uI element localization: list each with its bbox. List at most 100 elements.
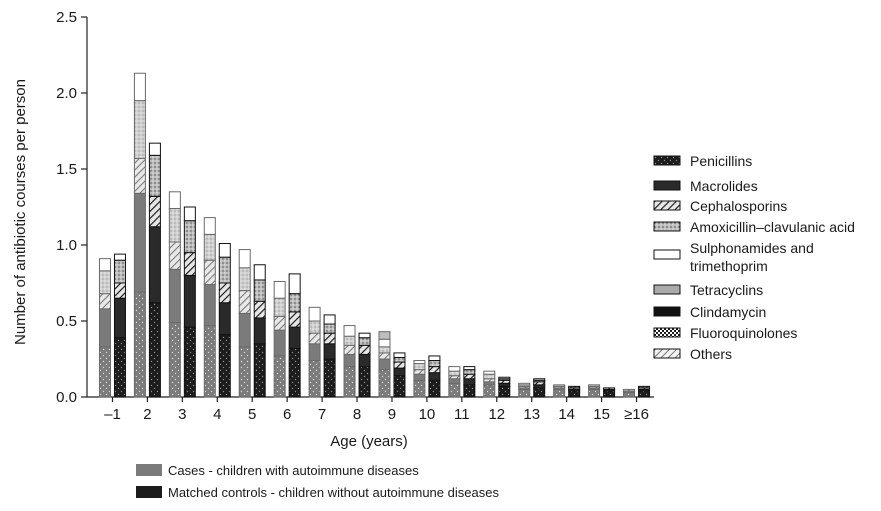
controls-bar-segment [428,366,441,374]
legend-label: Sulphonamides and trimethoprim [690,240,814,274]
cases-bar-segment [273,297,286,317]
controls-bar-segment [323,358,336,398]
cases-bar-segment [483,384,496,398]
controls-bar-segment [498,385,511,398]
cases-bar-segment [238,267,251,292]
cases-bar-segment [483,370,496,375]
cases-bar-segment [518,388,531,398]
cases-bar-segment [133,157,146,194]
cases-bar-segment [483,373,496,380]
controls-bar-segment [568,390,581,398]
y-tick-label: 0.5 [56,313,77,330]
controls-bar-segment [113,297,126,339]
controls-bar-segment [603,390,616,398]
cases-bar-segment [203,217,216,235]
cases-bar-segment [378,369,391,398]
cases-bar-segment [413,373,426,381]
legend-swatch [653,327,681,338]
cases-bar-segment [133,291,146,398]
controls-bar-segment [148,154,161,197]
controls-bar-segment [428,355,441,362]
x-tick-label: 3 [178,406,186,423]
controls-bar-segment [358,344,371,355]
cases-bar-segment [553,388,566,398]
controls-bar-segment [183,206,196,222]
controls-bar-segment [393,367,406,377]
controls-bar-segment [428,372,441,381]
x-tick-label: 12 [488,406,505,423]
controls-bar-segment [113,282,126,299]
controls-bar-segment [393,356,406,363]
cases-bar-segment [273,315,286,331]
controls-bar-segment [218,242,231,258]
controls-bar-segment [148,195,161,228]
cases-bar-segment [98,346,111,398]
controls-bar-segment [253,264,266,281]
controls-bar-segment [183,326,196,398]
legend-swatch [653,200,681,211]
controls-bar-segment [463,378,476,386]
y-tick-label: 1.0 [56,237,77,254]
x-tick-label: 6 [283,406,291,423]
x-tick-label: 11 [454,406,470,423]
group-legend-label: Matched controls - children without auto… [168,485,499,500]
controls-bar-segment [218,302,231,336]
cases-bar-segment [308,343,321,362]
controls-bar-segment [463,384,476,398]
axes: 0.0 0.5 1.0 1.5 2.0 2.5 –1 2 3 4 5 6 7 8 9 10 11 12 13 14 15… [56,9,654,423]
legend-swatch [653,306,681,317]
cases-bar-segment [98,258,111,272]
bars [98,72,651,398]
controls-bar-segment [183,220,196,254]
controls-bar-segment [288,273,301,295]
controls-bar-segment [253,279,266,302]
controls-bar-segment [428,379,441,398]
cases-bar-segment [623,391,636,398]
controls-bar-segment [113,337,126,398]
cases-bar-segment [308,320,321,334]
x-tick-label: 15 [593,406,610,423]
cases-bar-segment [308,332,321,345]
cases-bar-segment [343,366,356,398]
cases-bar-segment [238,290,251,314]
cases-bar-segment [203,259,216,286]
x-axis-label: Age (years) [330,433,408,450]
cases-bar-segment [588,388,601,398]
legend-swatch [653,249,681,260]
cases-bar-segment [168,322,181,398]
cases-bar-segment [588,384,601,387]
controls-bar-segment [393,352,406,358]
x-tick-label: –1 [104,406,121,423]
cases-bar-segment [168,191,181,210]
legend-swatch [653,284,681,295]
legend-swatch [653,180,681,191]
controls-bar-segment [393,375,406,398]
x-tick-label: 10 [419,406,436,423]
cases-bar-segment [238,346,251,398]
controls-bar-segment [568,385,581,389]
x-tick-label: 4 [213,406,221,423]
legend-label: Amoxicillin–clavulanic acid [690,219,855,235]
cases-bar-segment [448,370,461,377]
cases-bar-segment [378,331,391,340]
cases-bar-segment [168,268,181,324]
controls-bar-segment [358,332,371,339]
controls-bar-segment [358,366,371,398]
controls-bar-segment [183,252,196,276]
controls-bar-segment [218,256,231,284]
controls-bar-segment [148,302,161,398]
cases-bar-segment [413,379,426,398]
controls-bar-segment [148,226,161,304]
x-tick-label: ≥16 [624,406,649,423]
cases-bar-segment [98,270,111,295]
cases-bar-segment [133,192,146,293]
legend-label: Penicillins [690,153,752,169]
cases-bar-segment [553,384,566,387]
controls-bar-segment [148,142,161,156]
controls-bar-segment [463,366,476,371]
legend-label: Macrolides [690,178,758,194]
cases-bar-segment [203,325,216,398]
cases-bar-segment [203,284,216,327]
controls-bar-segment [323,332,336,345]
